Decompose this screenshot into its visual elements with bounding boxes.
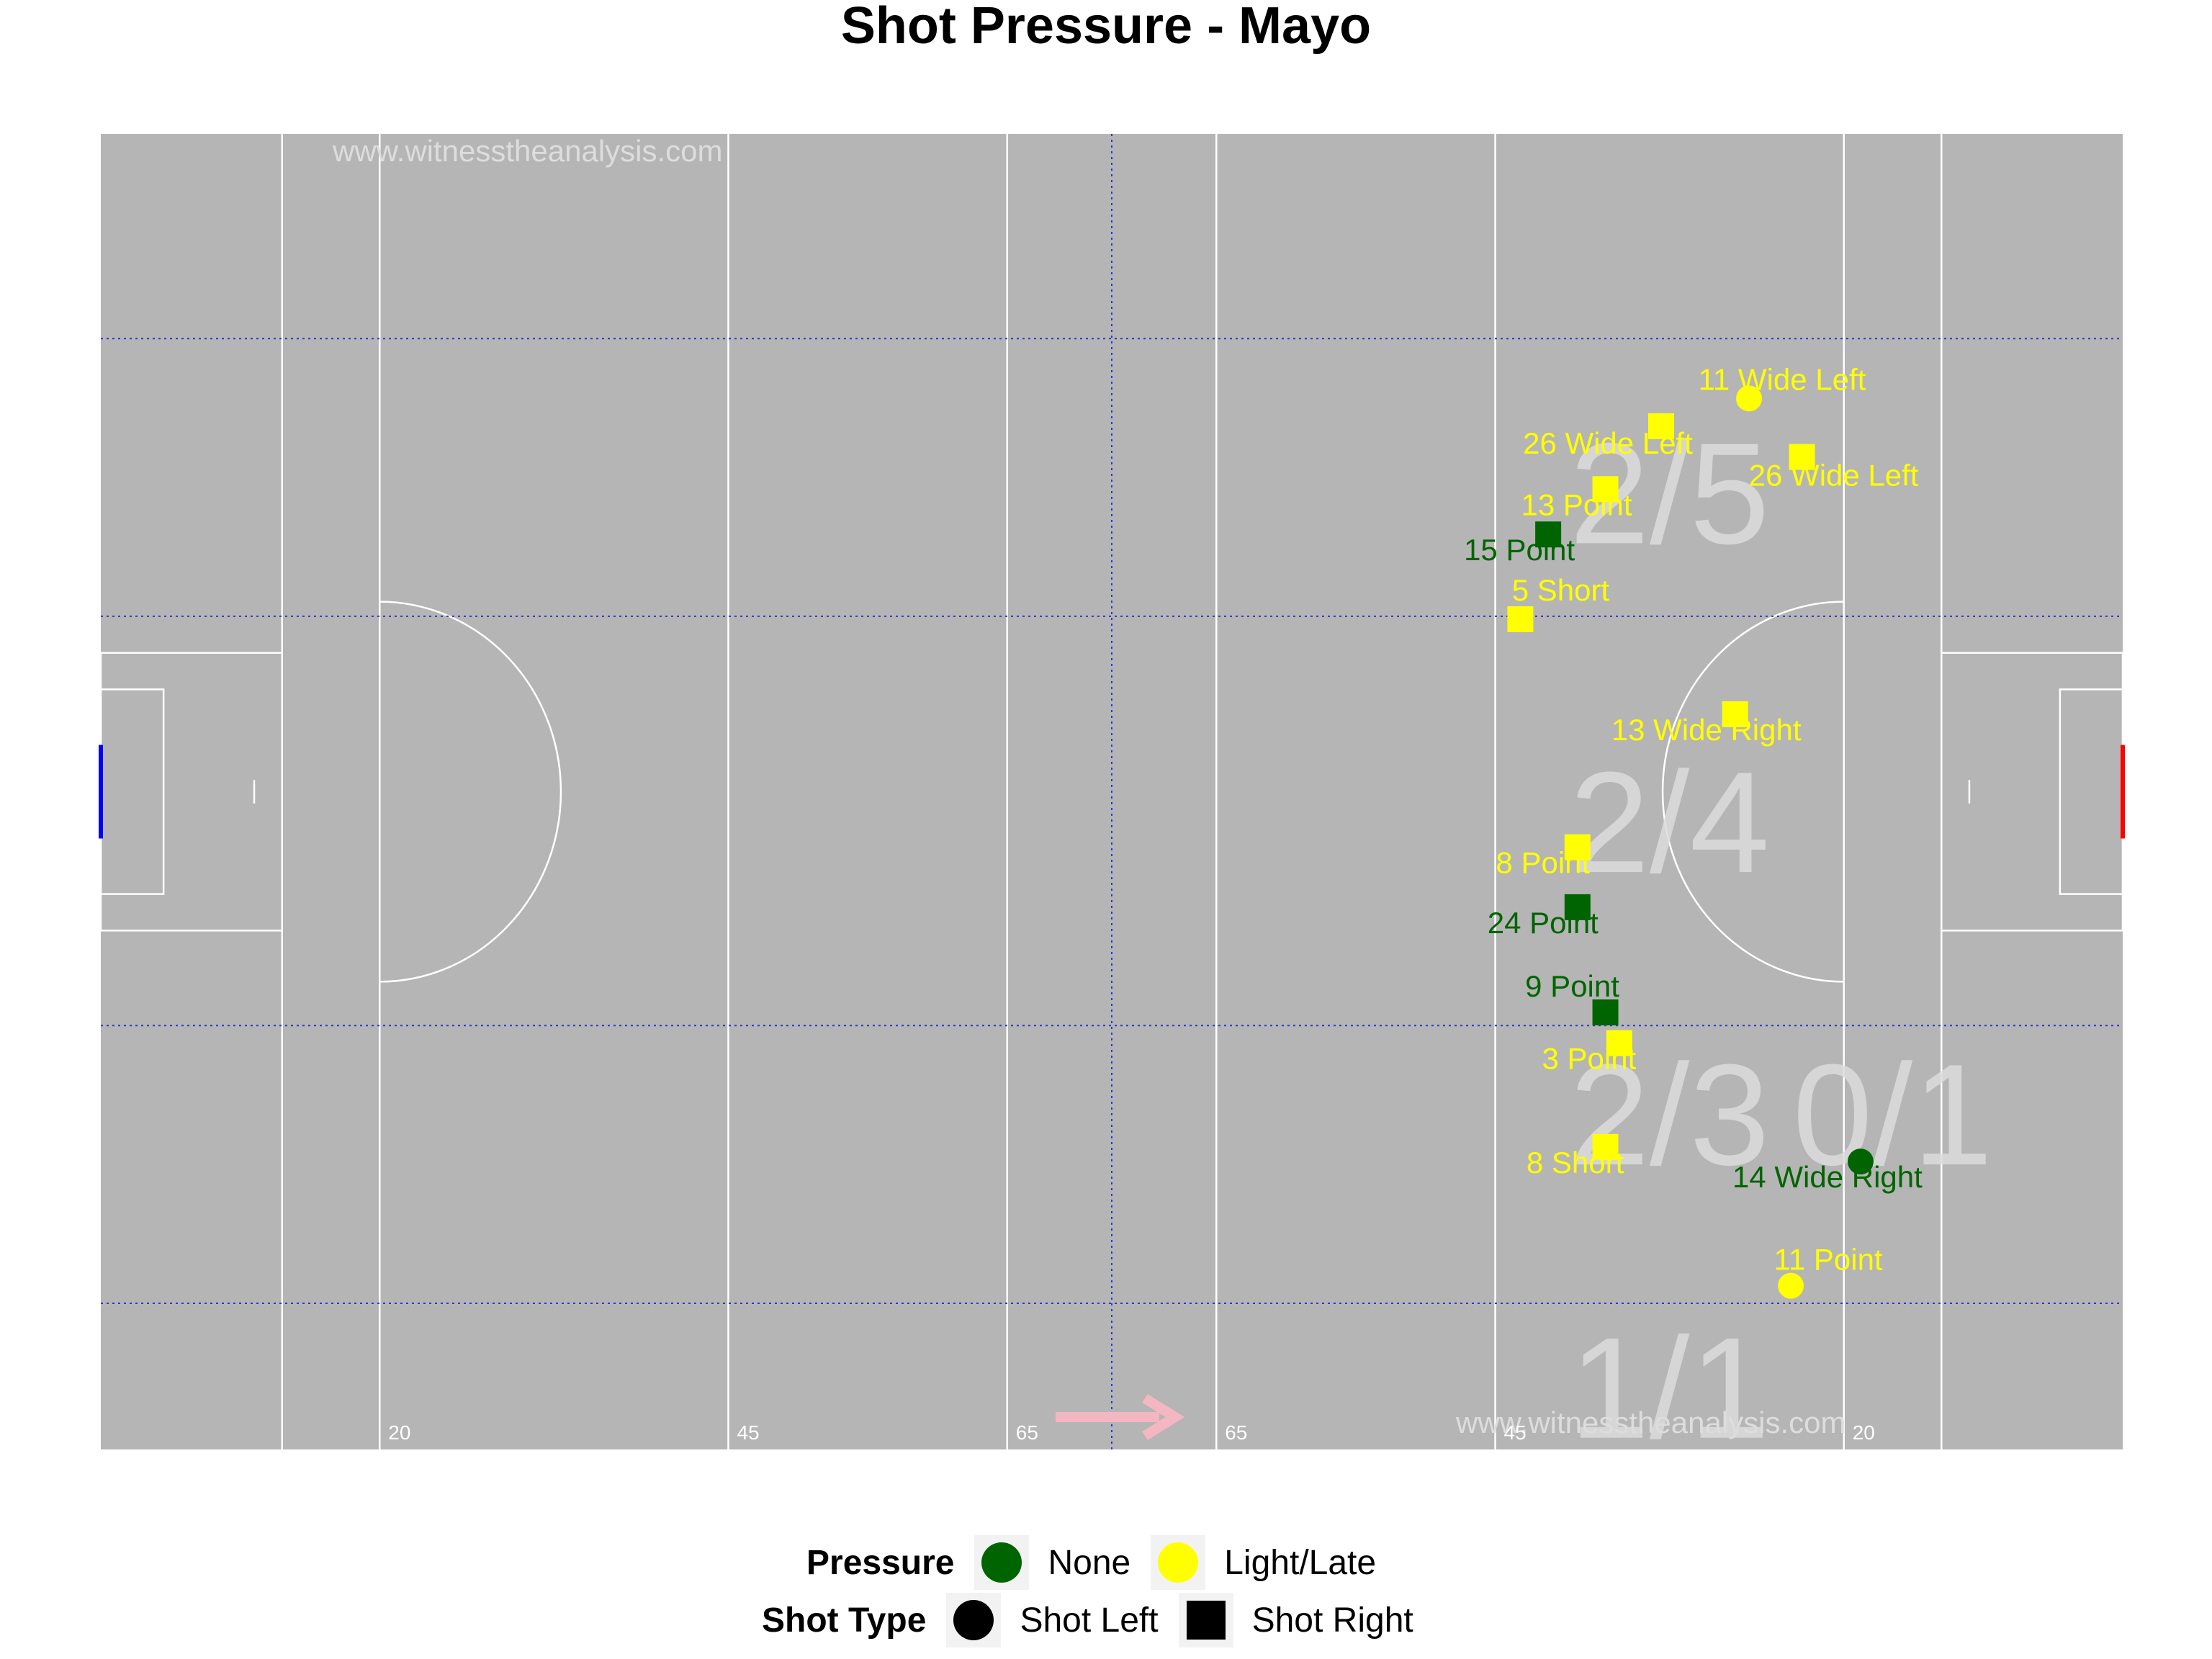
arc-right: [1661, 601, 1844, 983]
shot-label-light-late-2: 26 Wide Left: [1749, 459, 1919, 493]
legend-swatch-light-late: [1158, 1542, 1199, 1583]
legend-label-shot-left: Shot Left: [1020, 1601, 1159, 1640]
line-label-1: 45: [737, 1421, 759, 1444]
legend-key-light-late: [1151, 1535, 1206, 1590]
shot-point-light-late-7: [1606, 1030, 1632, 1056]
legend-label-none: None: [1048, 1543, 1131, 1582]
shot-point-none-2: [1592, 999, 1619, 1026]
line-label-5: 20: [1853, 1421, 1875, 1444]
shot-point-light-late-1: [1648, 413, 1675, 439]
legend-key-shot-right: [1178, 1593, 1233, 1647]
shot-label-none-2: 9 Point: [1525, 969, 1619, 1003]
watermark-top: www.witnesstheanalysis.com: [332, 134, 723, 168]
legend-label-shot-right: Shot Right: [1251, 1601, 1413, 1640]
line-label-4: 45: [1504, 1421, 1527, 1444]
shot-point-light-late-4: [1507, 606, 1534, 632]
shot-point-light-late-8: [1592, 1133, 1619, 1160]
arc-left: [379, 601, 562, 983]
shot-point-light-late-9: [1778, 1272, 1804, 1299]
zone-tally-4: 1/1: [1570, 1308, 1770, 1469]
legend-key-none: [974, 1535, 1030, 1590]
shot-label-light-late-5: 13 Wide Right: [1611, 713, 1802, 747]
line-label-3: 65: [1225, 1421, 1247, 1444]
zone-tally-3: 0/1: [1792, 1035, 1992, 1195]
shot-label-light-late-1: 26 Wide Left: [1523, 426, 1693, 460]
shot-point-light-late-0: [1736, 385, 1763, 412]
shot-point-light-late-5: [1722, 701, 1748, 727]
shot-label-light-late-6: 8 Point: [1496, 846, 1590, 880]
legend-key-shot-left: [946, 1593, 1002, 1647]
zone-grid: [101, 134, 2123, 1449]
shot-label-light-late-0: 11 Wide Left: [1699, 362, 1866, 396]
shot-label-light-late-8: 8 Short: [1527, 1146, 1624, 1179]
shot-point-light-late-3: [1592, 476, 1619, 503]
line-label-0: 20: [388, 1421, 410, 1444]
shot-label-light-late-9: 11 Point: [1774, 1243, 1883, 1277]
shot-point-none-0: [1535, 521, 1562, 548]
chart-title: Shot Pressure - Mayo: [840, 0, 1372, 55]
legend-swatch-shot-left: [953, 1600, 994, 1640]
legend-label-light-late: Light/Late: [1224, 1543, 1377, 1582]
legend-shot-type-title: Shot Type: [762, 1601, 927, 1640]
shot-points: [1507, 385, 1874, 1299]
legend-shot-type: Shot Type Shot Left Shot Right: [762, 1593, 1413, 1647]
shot-label-none-0: 15 Point: [1464, 533, 1575, 567]
line-label-2: 65: [1016, 1421, 1038, 1444]
zone-tally-1: 2/4: [1570, 742, 1770, 903]
legend-pressure-title: Pressure: [806, 1543, 955, 1582]
shot-label-light-late-7: 3 Point: [1542, 1042, 1637, 1076]
watermark-bottom: www.witnesstheanalysis.com: [1455, 1406, 1846, 1439]
zone-tally-2: 2/3: [1570, 1035, 1770, 1195]
watermarks-and-line-labels: www.witnesstheanalysis.com www.witnessthe…: [332, 134, 1875, 1444]
shot-point-none-3: [1847, 1148, 1874, 1175]
shot-label-none-1: 24 Point: [1488, 906, 1599, 940]
legend-swatch-shot-right: [1186, 1601, 1226, 1640]
zone-tallies: 2/52/42/3 0/11/1: [1570, 413, 1993, 1468]
shot-label-light-late-4: 5 Short: [1512, 573, 1610, 607]
attack-direction-arrowhead: [1142, 1394, 1185, 1440]
shot-labels: 15 Point 24 Point 9 Point 14 Wide Right 11 W…: [1464, 362, 1923, 1276]
shot-label-light-late-3: 13 Point: [1521, 487, 1632, 521]
shot-point-light-late-2: [1789, 444, 1815, 470]
legend-pressure: Pressure None Light/Late: [806, 1535, 1376, 1590]
legend-swatch-none: [981, 1542, 1022, 1583]
shot-point-light-late-6: [1564, 834, 1591, 860]
shot-point-none-1: [1564, 894, 1591, 920]
shot-label-none-3: 14 Wide Right: [1732, 1160, 1923, 1194]
